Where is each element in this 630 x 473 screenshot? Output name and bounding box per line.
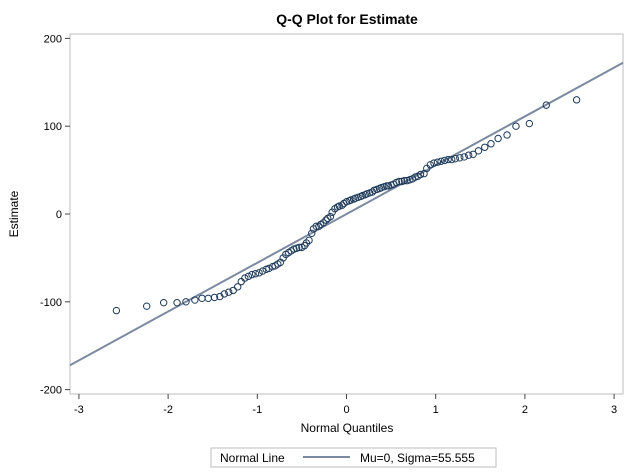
legend-entry: Mu=0, Sigma=55.555 [360,451,475,465]
y-tick-label: -100 [40,297,62,309]
data-point [338,201,346,209]
data-point [159,298,168,307]
data-point [456,154,464,162]
x-axis-label: Normal Quantiles [301,421,394,435]
data-point [395,177,403,186]
x-tick-label: -2 [163,404,173,416]
data-point [229,286,237,295]
x-axis: -3 -2 -1 0 1 2 3 [74,394,617,416]
data-point [481,143,489,151]
data-point [474,147,483,155]
data-point [426,161,435,169]
data-point [487,140,495,148]
data-point [433,158,442,166]
data-point [525,119,534,128]
data-point [469,150,477,158]
data-point [437,157,445,166]
y-axis: -200 -100 0 100 200 [40,33,70,397]
data-point [430,159,438,167]
x-tick-label: 2 [522,404,528,416]
data-points [112,96,581,315]
data-point [512,122,520,130]
legend-label: Normal Line [220,451,285,465]
data-point [305,236,313,245]
x-tick-label: 3 [611,404,617,416]
data-point [440,156,449,165]
data-point [451,154,460,163]
legend: Normal Line Mu=0, Sigma=55.555 [210,447,497,468]
data-point [204,294,212,302]
legend-box [210,447,497,468]
data-point [112,306,121,315]
data-point [444,155,452,164]
y-tick-label: 0 [56,209,62,221]
data-point [308,229,316,238]
y-axis-label: Estimate [7,190,21,237]
data-point [244,272,253,281]
y-tick-label: -200 [40,385,62,397]
data-point [220,290,229,298]
data-point [326,212,335,221]
data-point [460,153,468,161]
data-point [572,96,581,104]
data-point [225,288,233,296]
data-point [542,101,550,109]
data-point [233,283,242,291]
data-point [312,222,320,230]
data-point [143,302,151,310]
data-point [322,216,330,224]
data-point [182,298,190,306]
data-point [255,269,263,277]
data-point [248,270,256,279]
data-point [241,274,249,282]
data-point [251,270,260,278]
data-point [494,134,502,143]
data-point [448,155,456,164]
data-point [210,293,219,302]
data-point [198,294,206,302]
x-tick-label: 0 [343,404,349,416]
x-tick-label: 1 [433,404,439,416]
data-point [237,277,245,286]
data-point [464,151,473,159]
x-tick-label: -3 [74,404,84,416]
data-point [191,296,199,304]
normal-reference-line [69,61,624,367]
data-point [400,176,409,185]
data-point [503,131,511,139]
y-tick-label: 100 [44,121,62,133]
data-point [258,267,267,275]
data-point [173,298,181,307]
data-point [416,170,425,179]
data-point [295,243,303,252]
x-tick-label: -1 [252,404,262,416]
chart-title: Q-Q Plot for Estimate [276,11,418,27]
data-point [315,222,323,230]
data-point [265,264,273,273]
y-tick-label: 200 [44,33,62,45]
